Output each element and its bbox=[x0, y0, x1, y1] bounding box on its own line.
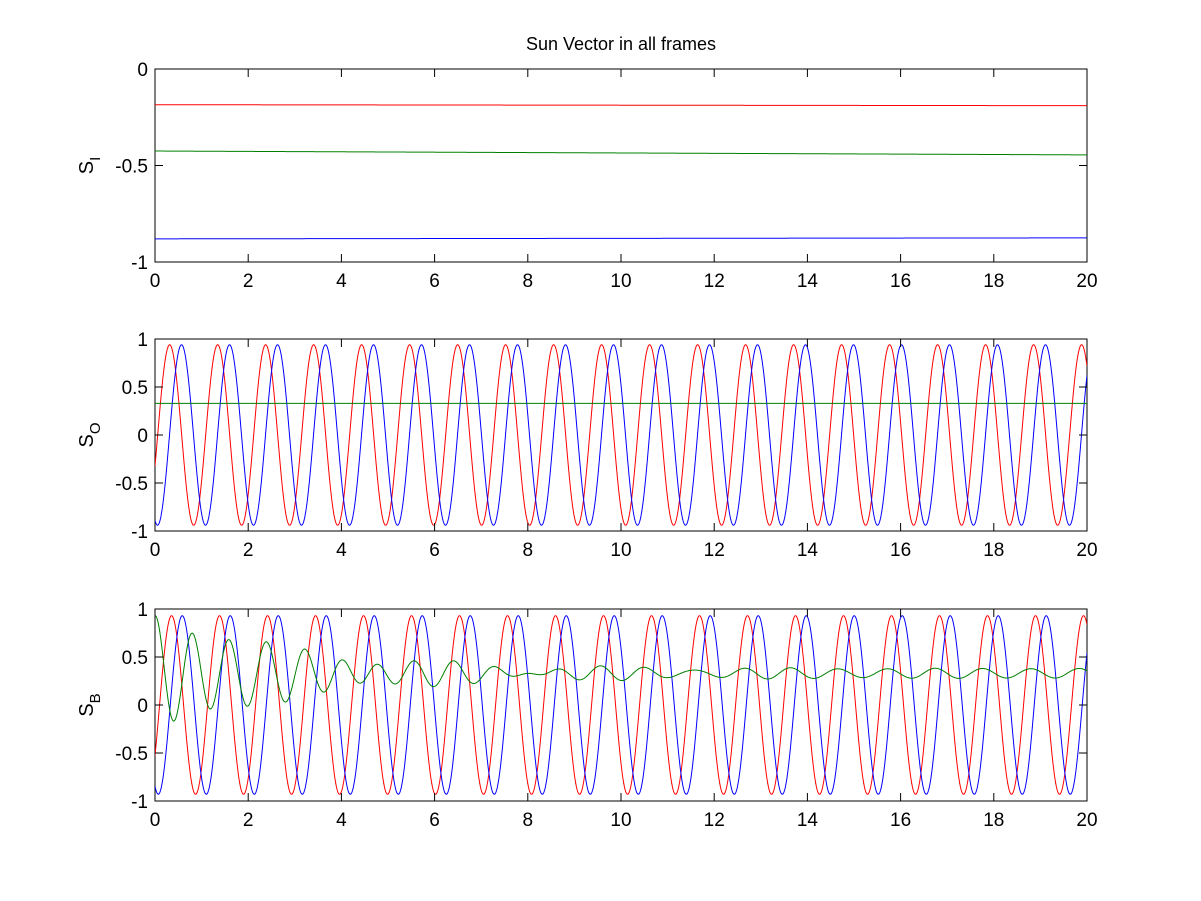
y-axis-label: SI bbox=[76, 157, 104, 175]
y-tick-label: 0.5 bbox=[122, 648, 148, 669]
x-tick-label: 10 bbox=[610, 271, 631, 292]
y-tick-label: -1 bbox=[131, 253, 148, 274]
series-line-inertial-0 bbox=[155, 104, 1087, 107]
x-tick-label: 20 bbox=[1076, 540, 1097, 561]
y-tick-label: 0.5 bbox=[122, 378, 148, 399]
x-tick-label: 12 bbox=[704, 540, 725, 561]
series-line-orbit-0 bbox=[155, 344, 1087, 526]
series-line-body-1 bbox=[155, 615, 1087, 795]
x-tick-label: 2 bbox=[243, 810, 254, 831]
y-axis-label-subscript: I bbox=[87, 157, 104, 161]
panel-sun-vector-inertial: 0 2 4 6 8 10 12 14 16 18 20 -1 -0.5 0 SI bbox=[76, 60, 1098, 292]
x-tick-label: 20 bbox=[1076, 810, 1097, 831]
x-tick-label: 8 bbox=[523, 271, 534, 292]
y-tick-label: 1 bbox=[137, 330, 148, 351]
y-axis-label-subscript: B bbox=[87, 693, 104, 703]
x-tick-label: 14 bbox=[797, 271, 819, 292]
x-tick-label: 2 bbox=[243, 271, 254, 292]
x-tick-label: 0 bbox=[150, 271, 161, 292]
y-tick-label: 0 bbox=[137, 60, 148, 81]
x-tick-label: 6 bbox=[429, 540, 440, 561]
x-tick-label: 12 bbox=[704, 271, 725, 292]
x-tick-label: 0 bbox=[150, 810, 161, 831]
x-tick-label: 4 bbox=[336, 540, 347, 561]
x-tick-label: 16 bbox=[890, 271, 911, 292]
x-tick-label: 6 bbox=[429, 271, 440, 292]
y-axis-label-subscript: O bbox=[87, 422, 104, 434]
x-tick-label: 18 bbox=[983, 540, 1004, 561]
x-tick-label: 18 bbox=[983, 271, 1004, 292]
series-line-body-2 bbox=[155, 615, 1087, 722]
y-tick-label: -1 bbox=[131, 792, 148, 813]
x-tick-label: 4 bbox=[336, 271, 347, 292]
x-tick-label: 12 bbox=[704, 810, 725, 831]
panel-sun-vector-body: 0 2 4 6 8 10 12 14 16 18 20 -1 -0.5 0 0.5 1 SB bbox=[76, 600, 1098, 831]
axes-box-body bbox=[154, 608, 1088, 802]
x-tick-label: 10 bbox=[610, 540, 631, 561]
y-axis-label: SB bbox=[76, 693, 104, 716]
y-tick-label: 0 bbox=[137, 696, 148, 717]
x-tick-label: 20 bbox=[1076, 271, 1097, 292]
x-tick-label: 4 bbox=[336, 810, 347, 831]
y-tick-label: -1 bbox=[131, 522, 148, 543]
y-tick-label: -0.5 bbox=[115, 157, 148, 178]
y-tick-label: 0 bbox=[137, 426, 148, 447]
x-tick-label: 14 bbox=[797, 540, 819, 561]
y-tick-label: 1 bbox=[137, 600, 148, 621]
x-tick-label: 2 bbox=[243, 540, 254, 561]
x-tick-label: 10 bbox=[610, 810, 631, 831]
x-tick-label: 6 bbox=[429, 810, 440, 831]
axes-box-inertial bbox=[154, 68, 1088, 263]
x-tick-label: 16 bbox=[890, 810, 911, 831]
x-tick-label: 14 bbox=[797, 810, 819, 831]
x-tick-label: 16 bbox=[890, 540, 911, 561]
y-tick-label: -0.5 bbox=[115, 474, 148, 495]
x-tick-label: 8 bbox=[523, 540, 534, 561]
y-axis-label-main: S bbox=[76, 703, 98, 716]
chart-title: Sun Vector in all frames bbox=[526, 34, 716, 54]
y-axis-label-main: S bbox=[76, 434, 98, 447]
series-line-orbit-1 bbox=[155, 344, 1087, 526]
y-axis-label: SO bbox=[76, 422, 104, 447]
x-tick-label: 18 bbox=[983, 810, 1004, 831]
x-tick-label: 0 bbox=[150, 540, 161, 561]
y-tick-label: -0.5 bbox=[115, 744, 148, 765]
series-line-inertial-1 bbox=[155, 150, 1087, 156]
series-line-body-0 bbox=[155, 615, 1087, 795]
panel-sun-vector-orbit: 0 2 4 6 8 10 12 14 16 18 20 -1 -0.5 0 0.5 1 SO bbox=[76, 330, 1098, 561]
y-axis-label-main: S bbox=[76, 161, 98, 174]
series-line-inertial-2 bbox=[155, 237, 1087, 240]
x-tick-label: 8 bbox=[523, 810, 534, 831]
